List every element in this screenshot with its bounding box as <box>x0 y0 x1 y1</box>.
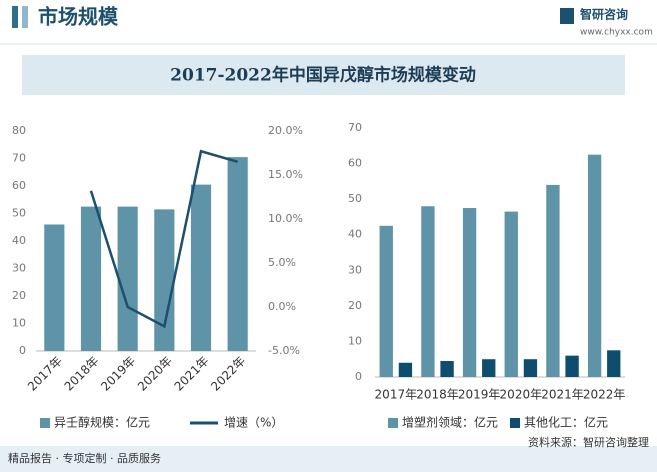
x-tick-label: 2017年 <box>375 388 418 402</box>
bar <box>190 184 212 351</box>
legend-label: 增塑剂领域：亿元 <box>402 415 498 430</box>
bar <box>421 206 435 377</box>
y2-tick-label: 0.0% <box>268 300 296 313</box>
y2-tick-label: 15.0% <box>268 168 303 181</box>
y-tick-label: 70 <box>12 152 26 165</box>
x-tick-label: 2022年 <box>583 388 626 402</box>
y-tick-label: 0 <box>355 370 362 383</box>
header-title: 市场规模 <box>38 5 119 29</box>
line <box>89 149 239 329</box>
logo-icon <box>560 8 574 24</box>
y-tick-label: 30 <box>12 262 26 275</box>
x-tick-label: 2021年 <box>541 388 584 402</box>
y-tick-label: 10 <box>12 317 26 330</box>
y2-tick-label: 10.0% <box>268 212 303 225</box>
x-tick-label: 2019年 <box>458 388 501 402</box>
y-tick-label: 50 <box>348 192 362 205</box>
x-tick-label: 2019年 <box>98 354 138 394</box>
y-tick-label: 20 <box>348 299 362 312</box>
bar <box>504 211 518 377</box>
y-tick-label: 80 <box>12 124 26 137</box>
logo-text: 智研咨询 <box>579 7 628 22</box>
y-tick-label: 40 <box>12 234 26 247</box>
y-tick-label: 30 <box>348 263 362 276</box>
x-tick-label: 2017年 <box>25 354 65 394</box>
header-icon <box>12 6 18 28</box>
y-tick-label: 50 <box>12 207 26 220</box>
bar <box>154 209 175 351</box>
x-tick-label: 2020年 <box>135 354 175 394</box>
title-banner <box>22 55 625 95</box>
x-tick-label: 2022年 <box>208 354 248 394</box>
bar <box>482 359 496 377</box>
legend-swatch <box>40 418 50 428</box>
y2-tick-label: -5.0% <box>268 344 300 357</box>
y-tick-label: 40 <box>348 228 362 241</box>
bar <box>565 355 579 377</box>
bar <box>440 360 454 377</box>
bar <box>227 157 248 351</box>
legend-label: 其他化工：亿元 <box>524 415 608 430</box>
bar <box>117 206 138 351</box>
legend-label: 增速（%） <box>224 416 283 430</box>
logo-url: www.chyxx.com <box>580 28 653 38</box>
y-tick-label: 60 <box>348 157 362 170</box>
bar <box>546 184 560 377</box>
y-tick-label: 70 <box>348 121 362 134</box>
bar <box>44 224 65 351</box>
legend-swatch <box>388 418 398 428</box>
bar <box>587 154 602 377</box>
y-tick-label: 20 <box>12 289 26 302</box>
y2-tick-label: 5.0% <box>268 256 296 269</box>
x-tick-label: 2018年 <box>62 354 102 394</box>
footer-slogan: 精品报告 · 专项定制 · 品质服务 <box>8 451 161 465</box>
y2-tick-label: 20.0% <box>268 124 303 137</box>
header-icon <box>22 6 28 28</box>
footer-bar <box>0 446 657 472</box>
x-tick-label: 2018年 <box>416 388 459 402</box>
bar <box>523 359 538 377</box>
bar <box>398 362 413 377</box>
x-tick-label: 2021年 <box>172 354 212 394</box>
bar <box>379 225 393 377</box>
legend-label: 异壬醇规模：亿元 <box>54 415 150 430</box>
y-tick-label: 10 <box>348 334 362 347</box>
bar <box>462 208 477 377</box>
y-tick-label: 60 <box>12 179 26 192</box>
chart-title: 2017-2022年中国异戊醇市场规模变动 <box>170 65 476 86</box>
bar <box>607 350 621 377</box>
footer-source: 资料来源：智研咨询整理 <box>528 435 649 449</box>
legend-swatch <box>510 418 520 428</box>
y-tick-label: 0 <box>19 344 26 357</box>
bar <box>80 206 102 351</box>
x-tick-label: 2020年 <box>500 388 543 402</box>
